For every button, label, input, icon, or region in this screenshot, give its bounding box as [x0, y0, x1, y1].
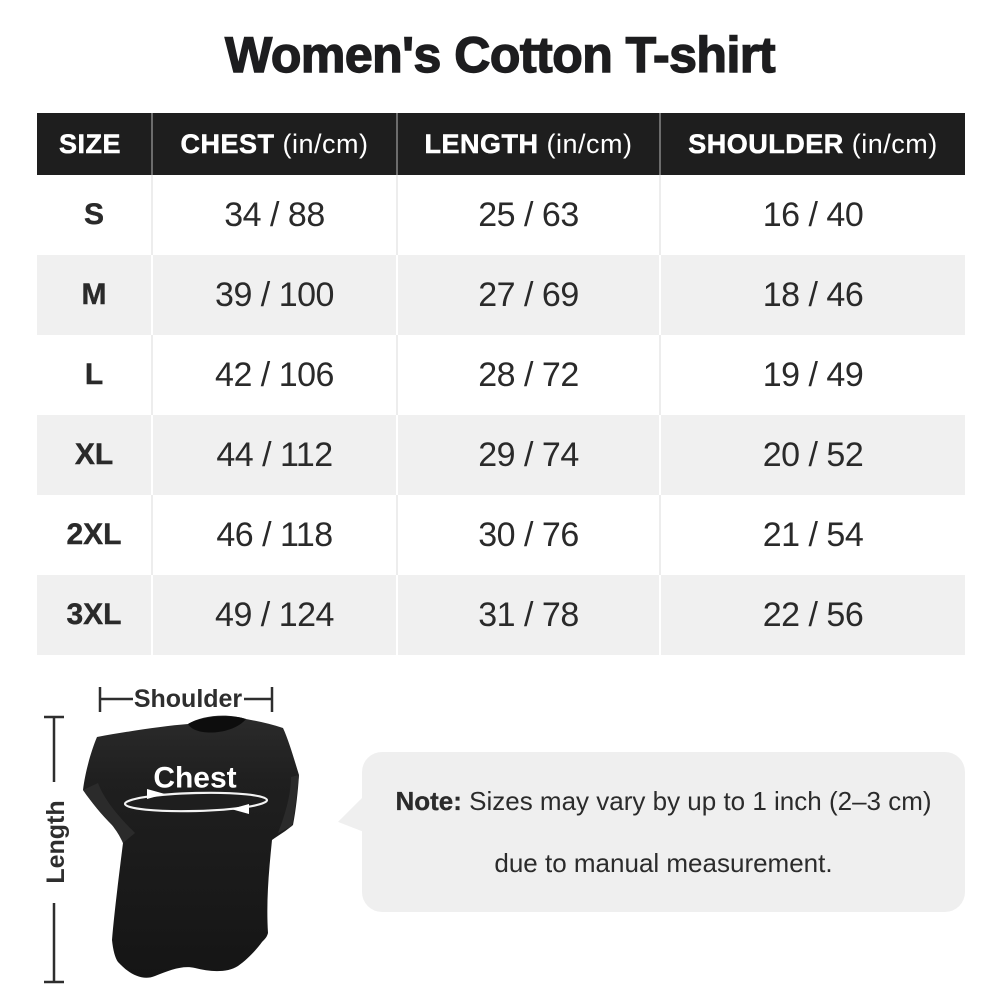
chest-cell: 44 / 112 [151, 415, 397, 495]
shoulder-cell: 22 / 56 [659, 575, 965, 655]
size-cell: 2XL [66, 518, 122, 551]
table-row: L 42 / 106 28 / 72 19 / 49 [37, 335, 965, 415]
length-cell: 28 / 72 [396, 335, 660, 415]
shoulder-cell: 16 / 40 [659, 175, 965, 255]
shoulder-label: Shoulder [134, 685, 243, 713]
table-row: M 39 / 100 27 / 69 18 / 46 [37, 255, 965, 335]
shoulder-cell: 18 / 46 [659, 255, 965, 335]
note-bubble-tail [338, 796, 364, 832]
length-cell: 25 / 63 [396, 175, 660, 255]
shoulder-ruler-icon [98, 687, 274, 712]
tshirt-icon [83, 715, 299, 978]
size-cell: M [81, 278, 107, 311]
size-table: SIZE CHEST (in/cm) LENGTH (in/cm) SHOULDER… [37, 113, 965, 655]
header-chest-unit: (in/cm) [282, 128, 369, 159]
table-row: 3XL 49 / 124 31 / 78 22 / 56 [37, 575, 965, 655]
shoulder-cell: 21 / 54 [659, 495, 965, 575]
size-cell: S [83, 198, 104, 231]
length-cell: 30 / 76 [396, 495, 660, 575]
header-shoulder: SHOULDER (in/cm) [659, 113, 965, 175]
header-size-label: SIZE [58, 128, 121, 159]
note-line-1: Note: Sizes may vary by up to 1 inch (2–… [395, 784, 931, 818]
header-shoulder-unit: (in/cm) [851, 128, 938, 159]
chest-cell: 34 / 88 [151, 175, 397, 255]
table-row: XL 44 / 112 29 / 74 20 / 52 [37, 415, 965, 495]
shoulder-cell: 19 / 49 [659, 335, 965, 415]
header-length-unit: (in/cm) [546, 128, 633, 159]
header-size: SIZE [37, 113, 152, 175]
chest-cell: 42 / 106 [151, 335, 397, 415]
size-table-header: SIZE CHEST (in/cm) LENGTH (in/cm) SHOULDER… [37, 113, 965, 175]
table-row: S 34 / 88 25 / 63 16 / 40 [37, 175, 965, 255]
note-text-2: due to manual measurement. [494, 848, 833, 878]
page-title: Women's Cotton T-shirt [224, 26, 776, 83]
chest-cell: 46 / 118 [151, 495, 397, 575]
header-chest-label: CHEST [180, 128, 275, 159]
chest-label: Chest [153, 762, 236, 795]
note-line-2: due to manual measurement. [494, 846, 832, 880]
header-shoulder-label: SHOULDER [688, 128, 844, 159]
shoulder-cell: 20 / 52 [659, 415, 965, 495]
note-prefix: Note: [395, 786, 462, 816]
header-length-label: LENGTH [424, 128, 539, 159]
note-bubble: Note: Sizes may vary by up to 1 inch (2–… [338, 752, 965, 912]
chest-cell: 39 / 100 [151, 255, 397, 335]
header-chest: CHEST (in/cm) [151, 113, 397, 175]
table-row: 2XL 46 / 118 30 / 76 21 / 54 [37, 495, 965, 575]
length-ruler-icon [44, 715, 64, 984]
length-cell: 29 / 74 [396, 415, 660, 495]
measurement-diagram: Shoulder Length Chest [35, 675, 315, 995]
note-text-1: Sizes may vary by up to 1 inch (2–3 cm) [469, 786, 932, 816]
tshirt-illustration: Shoulder Length Chest [42, 685, 299, 984]
size-table-body: S 34 / 88 25 / 63 16 / 40 M 39 / 100 27 … [37, 175, 965, 655]
size-cell: L [84, 358, 104, 391]
length-cell: 27 / 69 [396, 255, 660, 335]
length-label: Length [42, 800, 70, 883]
length-cell: 31 / 78 [396, 575, 660, 655]
size-cell: XL [74, 438, 114, 471]
header-length: LENGTH (in/cm) [396, 113, 660, 175]
chest-cell: 49 / 124 [151, 575, 397, 655]
chest-ellipse-icon [123, 789, 269, 814]
size-cell: 3XL [66, 598, 122, 631]
